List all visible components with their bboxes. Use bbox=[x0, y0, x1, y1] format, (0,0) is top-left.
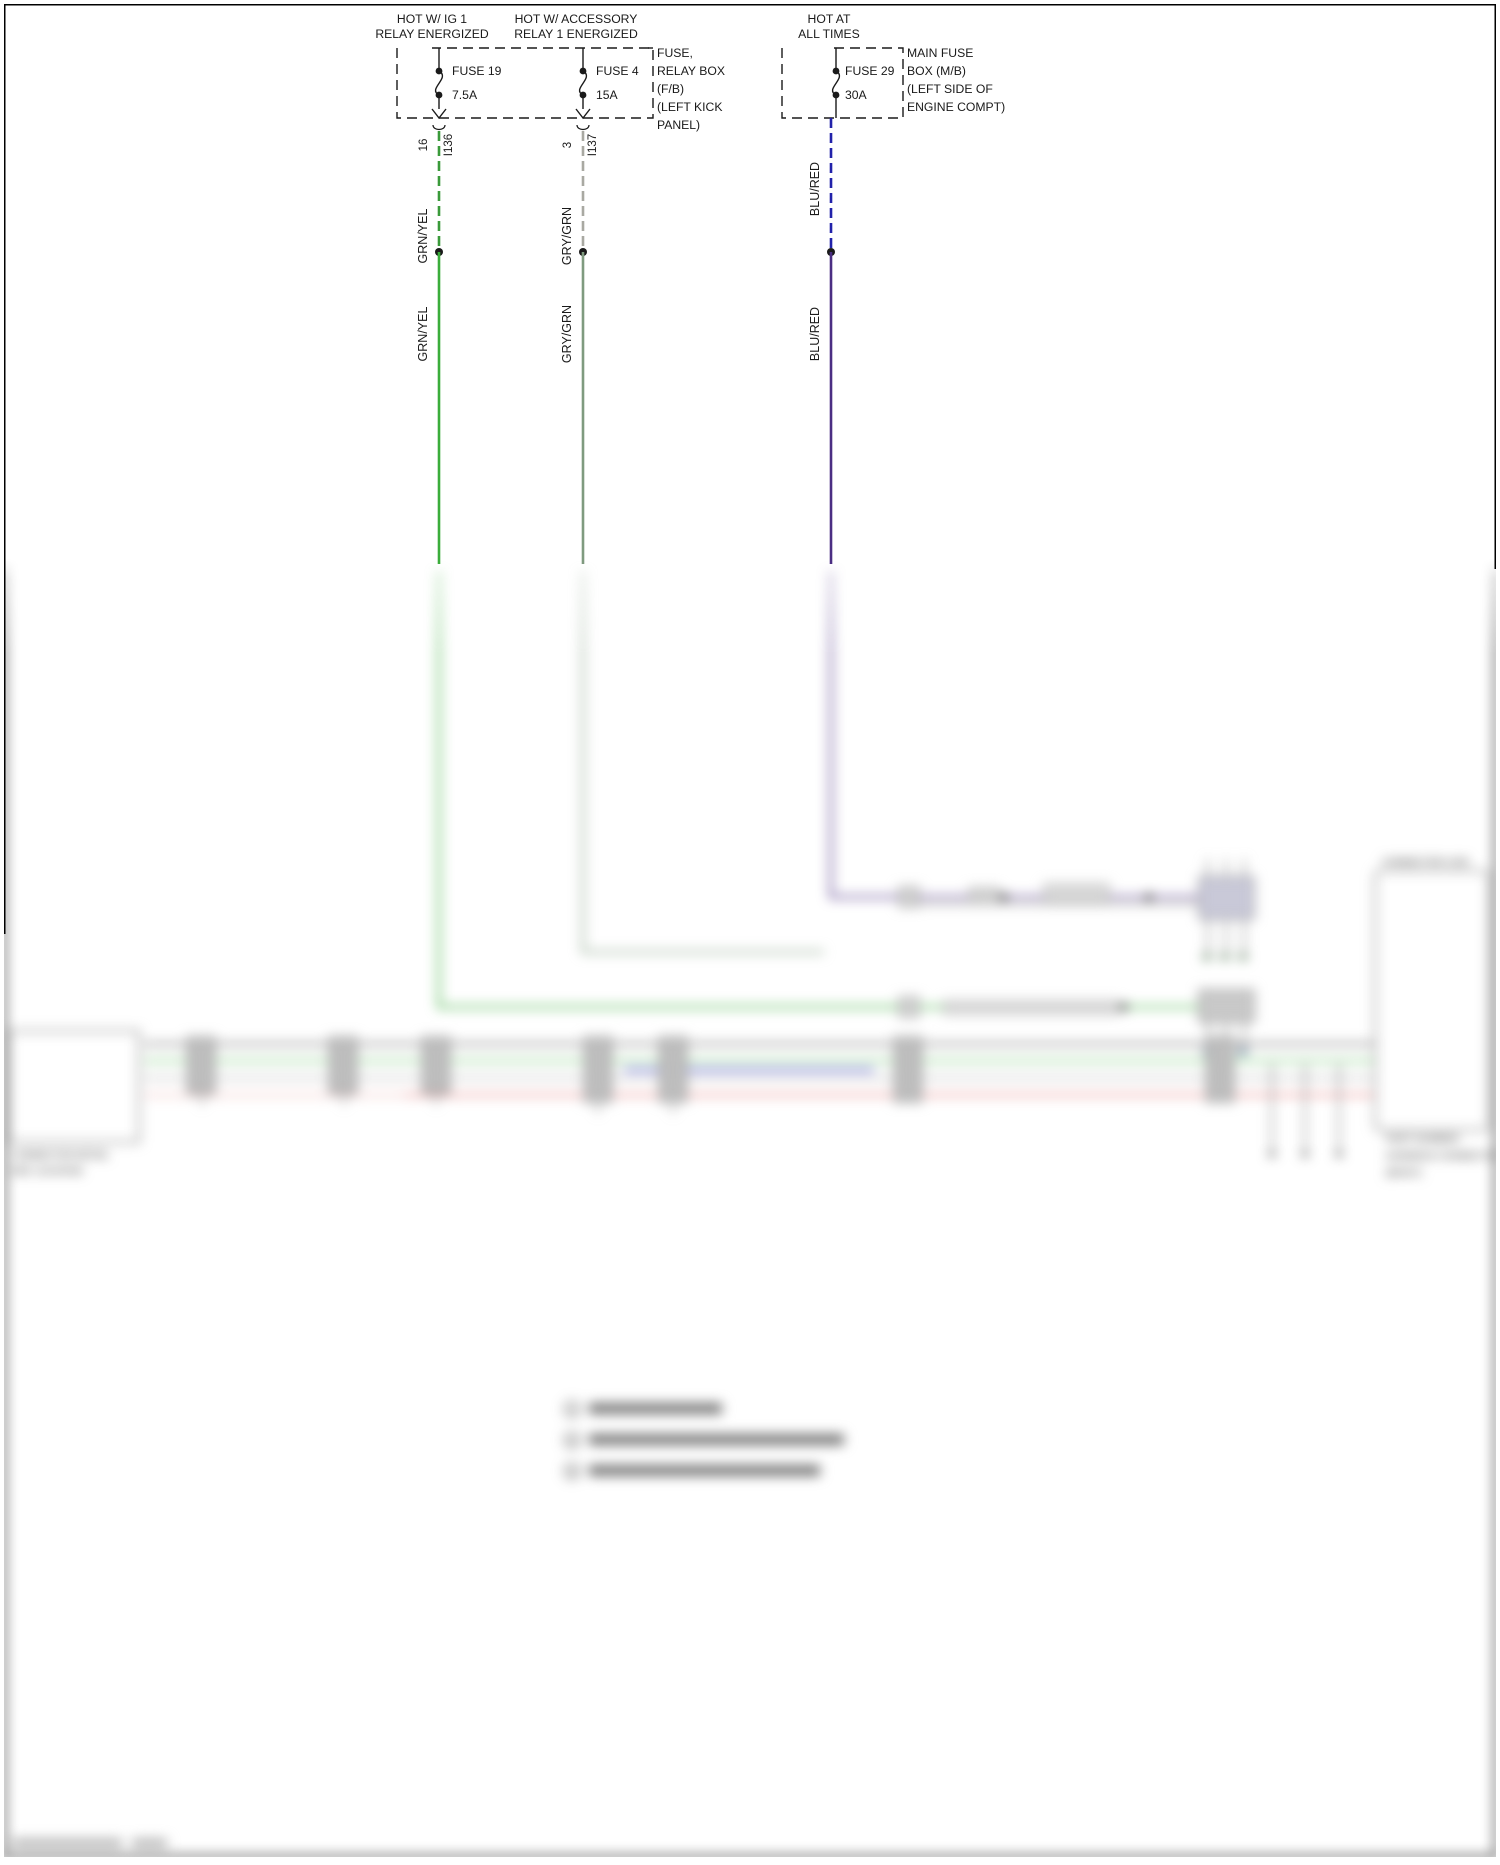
svg-text:PART NUMBER: PART NUMBER bbox=[1386, 1134, 1460, 1145]
svg-text:HARNESS CONNECTOR: HARNESS CONNECTOR bbox=[1386, 1151, 1496, 1162]
svg-text:1: 1 bbox=[569, 1405, 574, 1415]
svg-text:CONNECTOR C105: CONNECTOR C105 bbox=[1382, 857, 1469, 868]
svg-text:REF LOCATION: REF LOCATION bbox=[12, 1166, 83, 1177]
svg-text:(BODY): (BODY) bbox=[1386, 1168, 1422, 1179]
svg-text:3: 3 bbox=[569, 1467, 574, 1477]
svg-text:2: 2 bbox=[569, 1436, 574, 1446]
svg-text:CONNECTOR DETAIL: CONNECTOR DETAIL bbox=[12, 1150, 109, 1161]
